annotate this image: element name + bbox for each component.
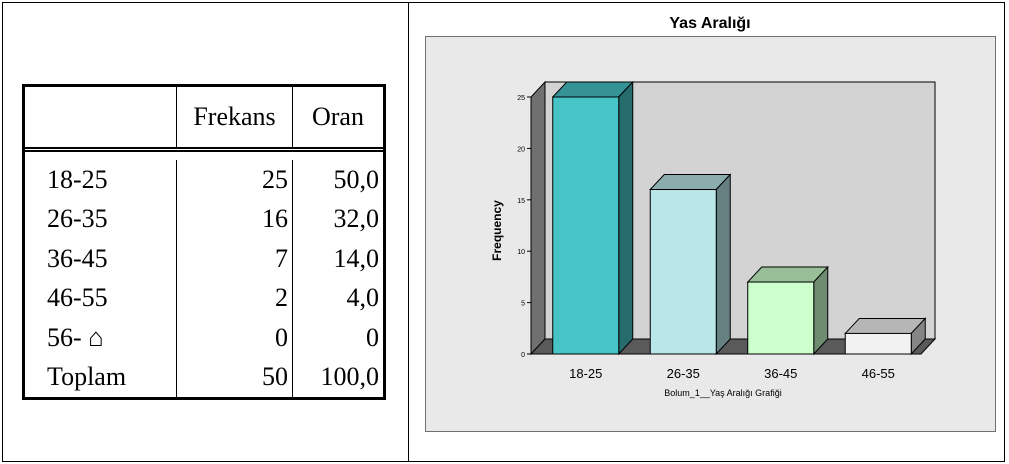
row-label: 36-45 xyxy=(25,239,177,279)
chart-title: Yas Aralığı xyxy=(669,15,751,32)
table-row: 18-25 25 50,0 xyxy=(25,160,383,200)
bar-side xyxy=(715,173,731,356)
y-tick-label: 25 xyxy=(517,95,525,102)
row-frekans: 0 xyxy=(177,318,293,358)
row-label: 46-55 xyxy=(25,278,177,318)
bar-side xyxy=(813,265,829,356)
x-tick-label: 26-35 xyxy=(667,366,700,381)
table-row: 46-55 2 4,0 xyxy=(25,278,383,318)
bar xyxy=(649,189,717,355)
x-tick-label: 36-45 xyxy=(764,366,797,381)
bar xyxy=(552,96,620,355)
y-tick-label: 5 xyxy=(521,301,525,308)
table-body: 18-25 25 50,0 26-35 16 32,0 36-45 7 14,0… xyxy=(25,152,383,397)
row-oran: 50,0 xyxy=(333,164,380,194)
row-oran: 4,0 xyxy=(346,283,380,313)
table-header-frekans: Frekans xyxy=(177,87,293,147)
row-frekans: 25 xyxy=(177,160,293,200)
y-tick-label: 15 xyxy=(517,198,525,205)
table-header-row: Frekans Oran xyxy=(25,87,383,152)
y-tick-label: 0 xyxy=(521,352,525,359)
row-label: 18-25 xyxy=(25,160,177,200)
x-tick-label: 18-25 xyxy=(569,366,602,381)
x-tick-label: 46-55 xyxy=(862,366,895,381)
y-tick-label: 10 xyxy=(517,249,525,256)
table-header-cell xyxy=(25,87,177,147)
bar xyxy=(844,332,912,355)
x-axis-label: Bolum_1__Yaş Aralığı Grafiği xyxy=(664,388,781,398)
table-header-oran: Oran xyxy=(312,102,364,131)
row-frekans: 50 xyxy=(177,357,293,397)
table-row: 36-45 7 14,0 xyxy=(25,239,383,279)
row-oran: 100,0 xyxy=(320,362,380,392)
column-divider xyxy=(408,3,409,461)
row-frekans: 16 xyxy=(177,199,293,239)
row-oran: 32,0 xyxy=(333,204,380,234)
chart-side-wall xyxy=(530,80,546,356)
row-frekans: 2 xyxy=(177,278,293,318)
row-label: 26-35 xyxy=(25,199,177,239)
frequency-table: Frekans Oran 18-25 25 50,0 26-35 16 32,0… xyxy=(22,84,386,400)
bar xyxy=(747,281,815,355)
y-axis-label: Frequency xyxy=(490,200,504,261)
row-oran: 0 xyxy=(366,322,379,352)
table-row: 26-35 16 32,0 xyxy=(25,199,383,239)
table-row-total: Toplam 50 100,0 xyxy=(25,357,383,397)
bar-side xyxy=(618,80,634,356)
bar-chart: 0 5 10 15 20 25 Frequency 18-25 26-35 36-45 46-55 B… xyxy=(490,80,937,398)
row-label: Toplam xyxy=(25,357,177,397)
y-tick-label: 20 xyxy=(517,146,525,153)
row-label: 56- ⌂ xyxy=(25,318,177,358)
row-oran: 14,0 xyxy=(333,243,380,273)
table-row: 56- ⌂ 0 0 xyxy=(25,318,383,358)
row-frekans: 7 xyxy=(177,239,293,279)
